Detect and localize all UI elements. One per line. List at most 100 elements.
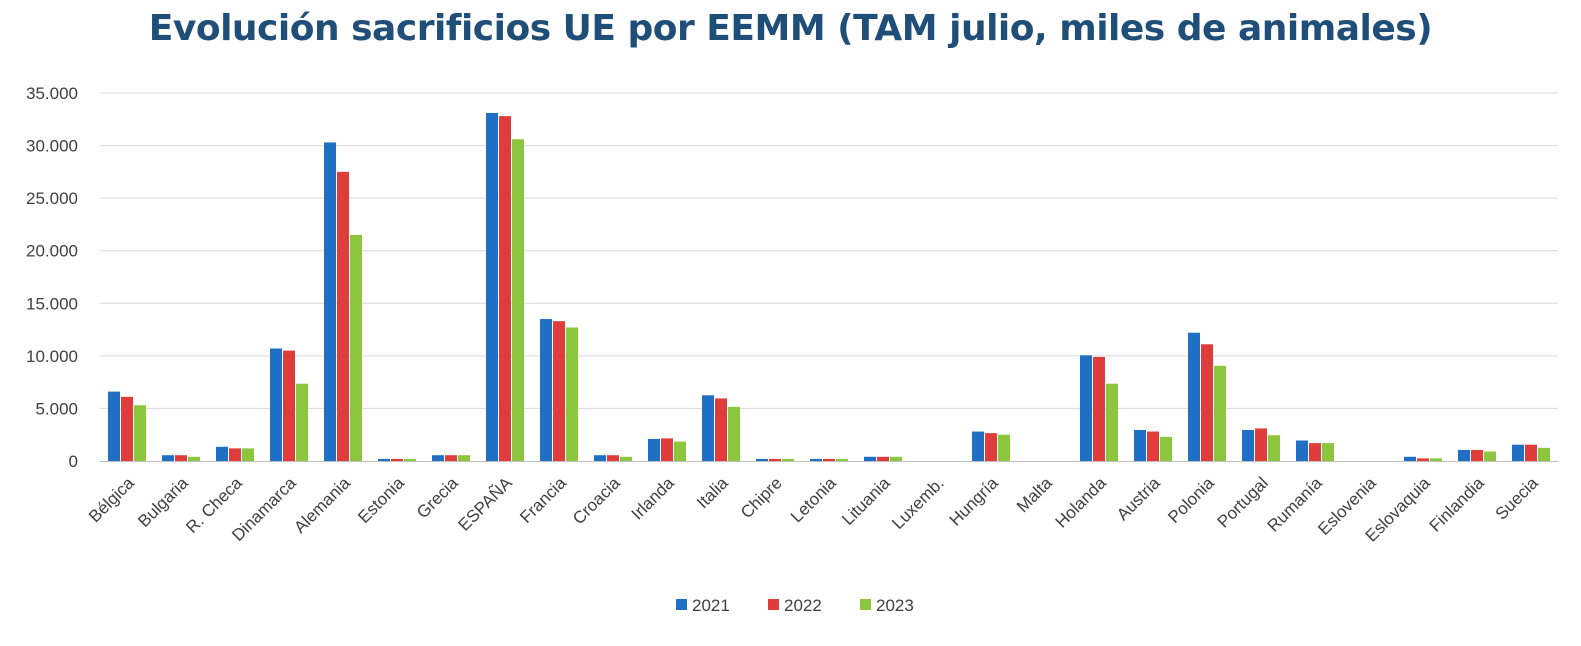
bar-2023 [188, 456, 200, 461]
x-category-label: Chipre [737, 473, 786, 522]
bar-2021 [486, 112, 498, 461]
bar-2021 [1296, 440, 1308, 461]
x-category-label: Alemania [290, 473, 354, 537]
bar-2023 [350, 234, 362, 461]
bar-2021 [378, 458, 390, 461]
bar-2022 [1309, 443, 1321, 461]
bar-2023 [836, 458, 848, 461]
x-category-label: Polonia [1164, 473, 1218, 527]
legend-label: 2022 [784, 596, 822, 615]
bar-2023 [1538, 447, 1550, 461]
bar-2021 [1134, 429, 1146, 461]
bar-2022 [499, 116, 511, 461]
bar-2023 [782, 458, 794, 461]
bar-2023 [728, 406, 740, 461]
bar-2021 [270, 348, 282, 461]
y-tick-label: 35.000 [26, 84, 78, 103]
bar-2022 [715, 398, 727, 461]
bar-2021 [648, 438, 660, 461]
x-category-label: Hungría [946, 473, 1003, 530]
bar-2022 [1093, 356, 1105, 461]
x-category-label: Bélgica [85, 473, 138, 526]
legend-label: 2021 [692, 596, 730, 615]
y-tick-label: 0 [69, 452, 78, 471]
bar-2022 [283, 350, 295, 461]
bar-2022 [1201, 344, 1213, 461]
bar-2021 [1512, 444, 1524, 461]
x-category-label: Croacia [569, 473, 624, 528]
bar-2021 [432, 455, 444, 461]
bar-2022 [337, 171, 349, 461]
bar-2023 [1268, 435, 1280, 461]
bar-2021 [810, 458, 822, 461]
bar-2023 [458, 455, 470, 461]
x-category-label: Finlandia [1426, 473, 1489, 536]
x-category-label: Malta [1013, 473, 1056, 516]
bar-2022 [823, 458, 835, 461]
bar-2022 [1471, 449, 1483, 461]
bar-2023 [134, 405, 146, 461]
x-category-label: Irlanda [628, 473, 679, 524]
bar-2023 [998, 434, 1010, 461]
bar-2022 [121, 396, 133, 461]
x-category-label: Luxemb. [888, 473, 948, 533]
bar-2023 [1214, 365, 1226, 461]
bars [108, 112, 1550, 461]
bar-2022 [769, 458, 781, 461]
y-tick-label: 30.000 [26, 137, 78, 156]
x-category-label: Italia [693, 473, 732, 512]
bar-2021 [1080, 355, 1092, 461]
bar-2023 [1160, 436, 1172, 461]
bar-2022 [607, 455, 619, 461]
x-category-label: Suecia [1492, 473, 1543, 524]
y-tick-label: 25.000 [26, 189, 78, 208]
y-tick-label: 5.000 [35, 399, 78, 418]
bar-2023 [1106, 383, 1118, 461]
bar-2022 [445, 455, 457, 461]
bar-2023 [674, 441, 686, 461]
bar-2021 [1404, 456, 1416, 461]
x-category-label: Holanda [1052, 473, 1111, 532]
legend: 2021 2022 2023 [676, 596, 914, 615]
gridlines [100, 92, 1558, 409]
bar-2022 [175, 455, 187, 461]
y-tick-label: 20.000 [26, 242, 78, 261]
bar-2021 [972, 431, 984, 461]
bar-2022 [229, 448, 241, 461]
bar-2023 [566, 327, 578, 461]
x-category-label: Grecia [413, 473, 462, 522]
x-category-label: Francia [516, 473, 570, 527]
legend-swatch-2023 [860, 599, 871, 610]
bar-2022 [391, 458, 403, 461]
bar-2023 [620, 456, 632, 461]
bar-2022 [553, 321, 565, 461]
bar-2022 [985, 433, 997, 461]
bar-2022 [661, 438, 673, 461]
bar-2023 [404, 458, 416, 461]
bar-2021 [108, 391, 120, 461]
legend-swatch-2021 [676, 599, 687, 610]
bar-2023 [1322, 443, 1334, 461]
bar-2021 [1242, 429, 1254, 461]
bar-2022 [1147, 431, 1159, 461]
bar-2021 [540, 319, 552, 461]
bar-2023 [242, 448, 254, 461]
bar-2021 [1188, 332, 1200, 461]
bar-2023 [512, 139, 524, 461]
x-category-label: Austria [1113, 473, 1164, 524]
y-tick-label: 10.000 [26, 347, 78, 366]
bar-2021 [1458, 449, 1470, 461]
x-category-label: Estonia [354, 473, 408, 527]
bar-2021 [594, 455, 606, 461]
bar-2021 [756, 458, 768, 461]
bar-2022 [877, 456, 889, 461]
bar-2022 [1525, 444, 1537, 461]
bar-2021 [162, 455, 174, 461]
x-category-label: ESPAÑA [455, 473, 517, 535]
bar-2021 [864, 456, 876, 461]
x-category-label: Lituania [838, 473, 894, 529]
bar-2022 [1417, 458, 1429, 461]
bar-2021 [702, 395, 714, 461]
